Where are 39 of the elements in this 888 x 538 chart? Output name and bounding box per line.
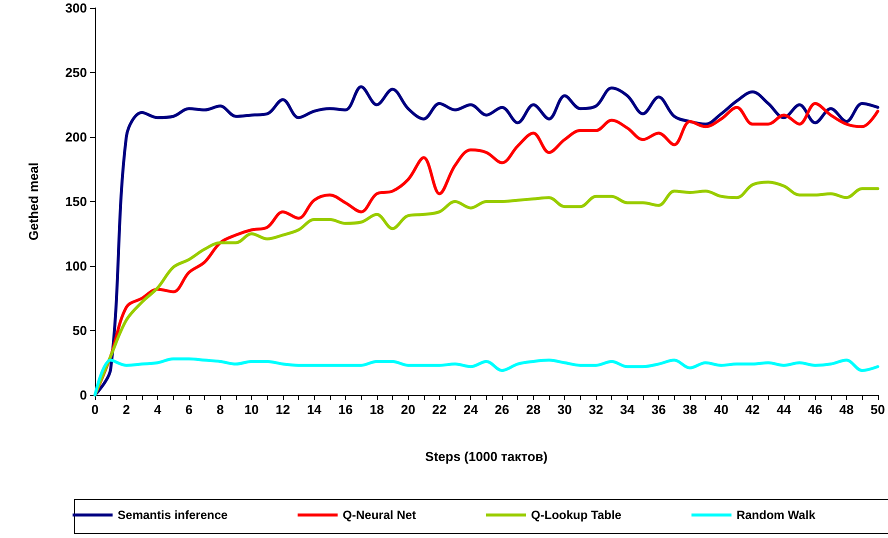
x-tick-label: 50 [870, 402, 886, 417]
x-tick-label: 30 [557, 402, 572, 417]
legend-label: Random Walk [736, 508, 816, 522]
x-tick-label: 4 [154, 402, 162, 417]
x-tick-label: 22 [432, 402, 447, 417]
x-tick-label: 16 [338, 402, 353, 417]
x-tick-label: 42 [745, 402, 760, 417]
x-tick-label: 40 [714, 402, 728, 417]
y-tick-label: 250 [65, 65, 87, 80]
x-tick-label: 0 [91, 402, 99, 417]
x-tick-label: 2 [122, 402, 130, 417]
x-tick-label: 10 [244, 402, 259, 417]
legend-label: Q-Neural Net [342, 508, 416, 522]
x-tick-label: 26 [494, 402, 510, 417]
x-tick-label: 28 [526, 402, 541, 417]
x-tick-label: 8 [216, 402, 224, 417]
y-axis-title: Gethed meal [26, 162, 41, 241]
y-tick-label: 50 [72, 323, 87, 338]
x-tick-label: 12 [276, 402, 290, 417]
x-tick-label: 34 [620, 402, 636, 417]
x-tick-label: 6 [185, 402, 193, 417]
x-tick-label: 32 [588, 402, 604, 417]
x-tick-label: 20 [400, 402, 416, 417]
y-tick-label: 100 [65, 258, 87, 274]
x-axis-title: Steps (1000 тактов) [425, 449, 548, 464]
legend-label: Semantis inference [118, 508, 228, 522]
legend-label: Q-Lookup Table [531, 508, 622, 522]
x-tick-label: 48 [839, 402, 854, 417]
x-tick-label: 24 [463, 402, 479, 417]
x-tick-label: 14 [306, 402, 322, 417]
y-tick-label: 0 [80, 388, 87, 402]
y-tick-label: 150 [65, 194, 87, 209]
x-tick-label: 36 [651, 402, 666, 417]
x-tick-label: 18 [370, 402, 384, 417]
x-tick-label: 44 [776, 402, 792, 417]
x-tick-label: 38 [682, 402, 698, 417]
x-tick-label: 46 [808, 402, 822, 417]
y-tick-label: 200 [65, 130, 87, 144]
y-tick-label: 300 [65, 0, 87, 16]
